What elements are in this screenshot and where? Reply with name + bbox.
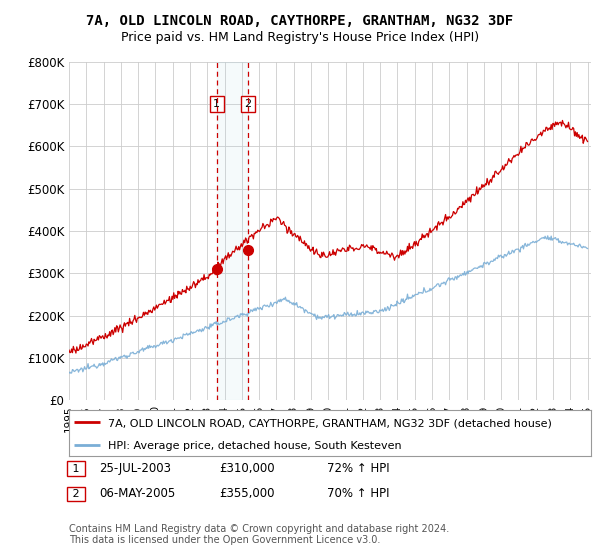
Text: £355,000: £355,000 xyxy=(219,487,275,501)
Text: 7A, OLD LINCOLN ROAD, CAYTHORPE, GRANTHAM, NG32 3DF: 7A, OLD LINCOLN ROAD, CAYTHORPE, GRANTHA… xyxy=(86,14,514,28)
Text: 25-JUL-2003: 25-JUL-2003 xyxy=(99,462,171,475)
Text: HPI: Average price, detached house, South Kesteven: HPI: Average price, detached house, Sout… xyxy=(108,441,402,451)
Text: 70% ↑ HPI: 70% ↑ HPI xyxy=(327,487,389,501)
Text: £310,000: £310,000 xyxy=(219,462,275,475)
Text: 1: 1 xyxy=(69,464,83,474)
Text: 1: 1 xyxy=(213,99,220,109)
Text: Price paid vs. HM Land Registry's House Price Index (HPI): Price paid vs. HM Land Registry's House … xyxy=(121,31,479,44)
Text: 2: 2 xyxy=(69,489,83,499)
Text: 06-MAY-2005: 06-MAY-2005 xyxy=(99,487,175,501)
Text: 7A, OLD LINCOLN ROAD, CAYTHORPE, GRANTHAM, NG32 3DF (detached house): 7A, OLD LINCOLN ROAD, CAYTHORPE, GRANTHA… xyxy=(108,418,552,428)
Text: 2: 2 xyxy=(244,99,251,109)
Text: 72% ↑ HPI: 72% ↑ HPI xyxy=(327,462,389,475)
Bar xyxy=(217,62,248,400)
Text: Contains HM Land Registry data © Crown copyright and database right 2024.
This d: Contains HM Land Registry data © Crown c… xyxy=(69,524,449,545)
